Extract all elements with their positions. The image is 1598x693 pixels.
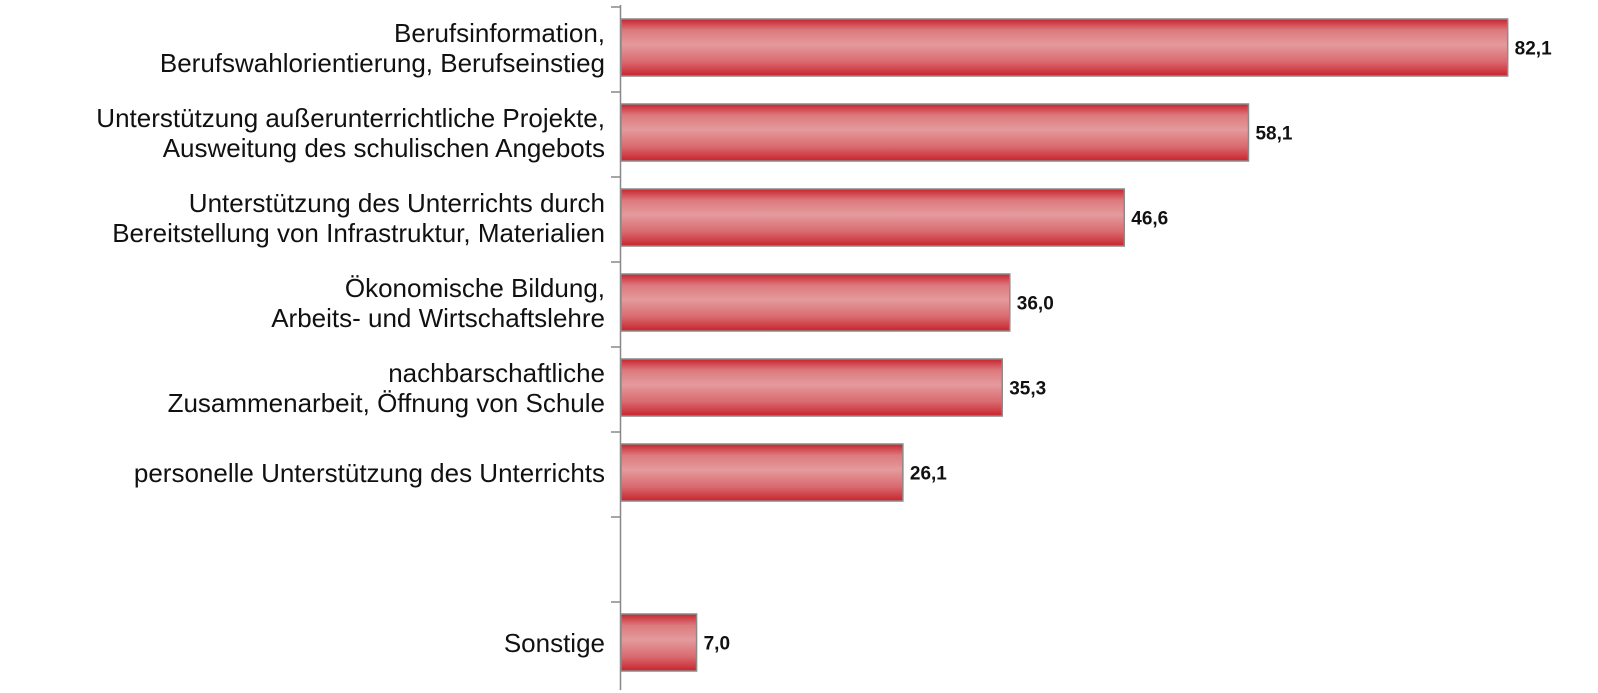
bar xyxy=(620,358,1003,417)
bar xyxy=(620,188,1126,247)
value-label: 26,1 xyxy=(910,464,947,485)
category-label: personelle Unterstützung des Unterrichts xyxy=(133,457,605,488)
bar xyxy=(620,613,698,672)
category-label: nachbarschaftliche Zusammenarbeit, Öffnu… xyxy=(167,357,605,418)
category-label: Sonstige xyxy=(503,627,605,658)
bar xyxy=(620,103,1250,162)
value-label: 35,3 xyxy=(1009,379,1046,400)
value-label: 7,0 xyxy=(704,634,730,655)
value-label: 82,1 xyxy=(1515,39,1552,60)
value-label: 46,6 xyxy=(1131,209,1168,230)
category-label: Ökonomische Bildung, Arbeits- und Wirtsc… xyxy=(271,272,605,333)
bar xyxy=(620,18,1509,77)
category-label: Unterstützung außerunterrichtliche Proje… xyxy=(96,102,605,163)
category-label: Unterstützung des Unterrichts durch Bere… xyxy=(112,187,605,248)
value-label: 58,1 xyxy=(1255,124,1292,145)
bar xyxy=(620,273,1011,332)
bar xyxy=(620,443,904,502)
category-label: Berufsinformation, Berufswahlorientierun… xyxy=(159,17,605,78)
value-label: 36,0 xyxy=(1017,294,1054,315)
